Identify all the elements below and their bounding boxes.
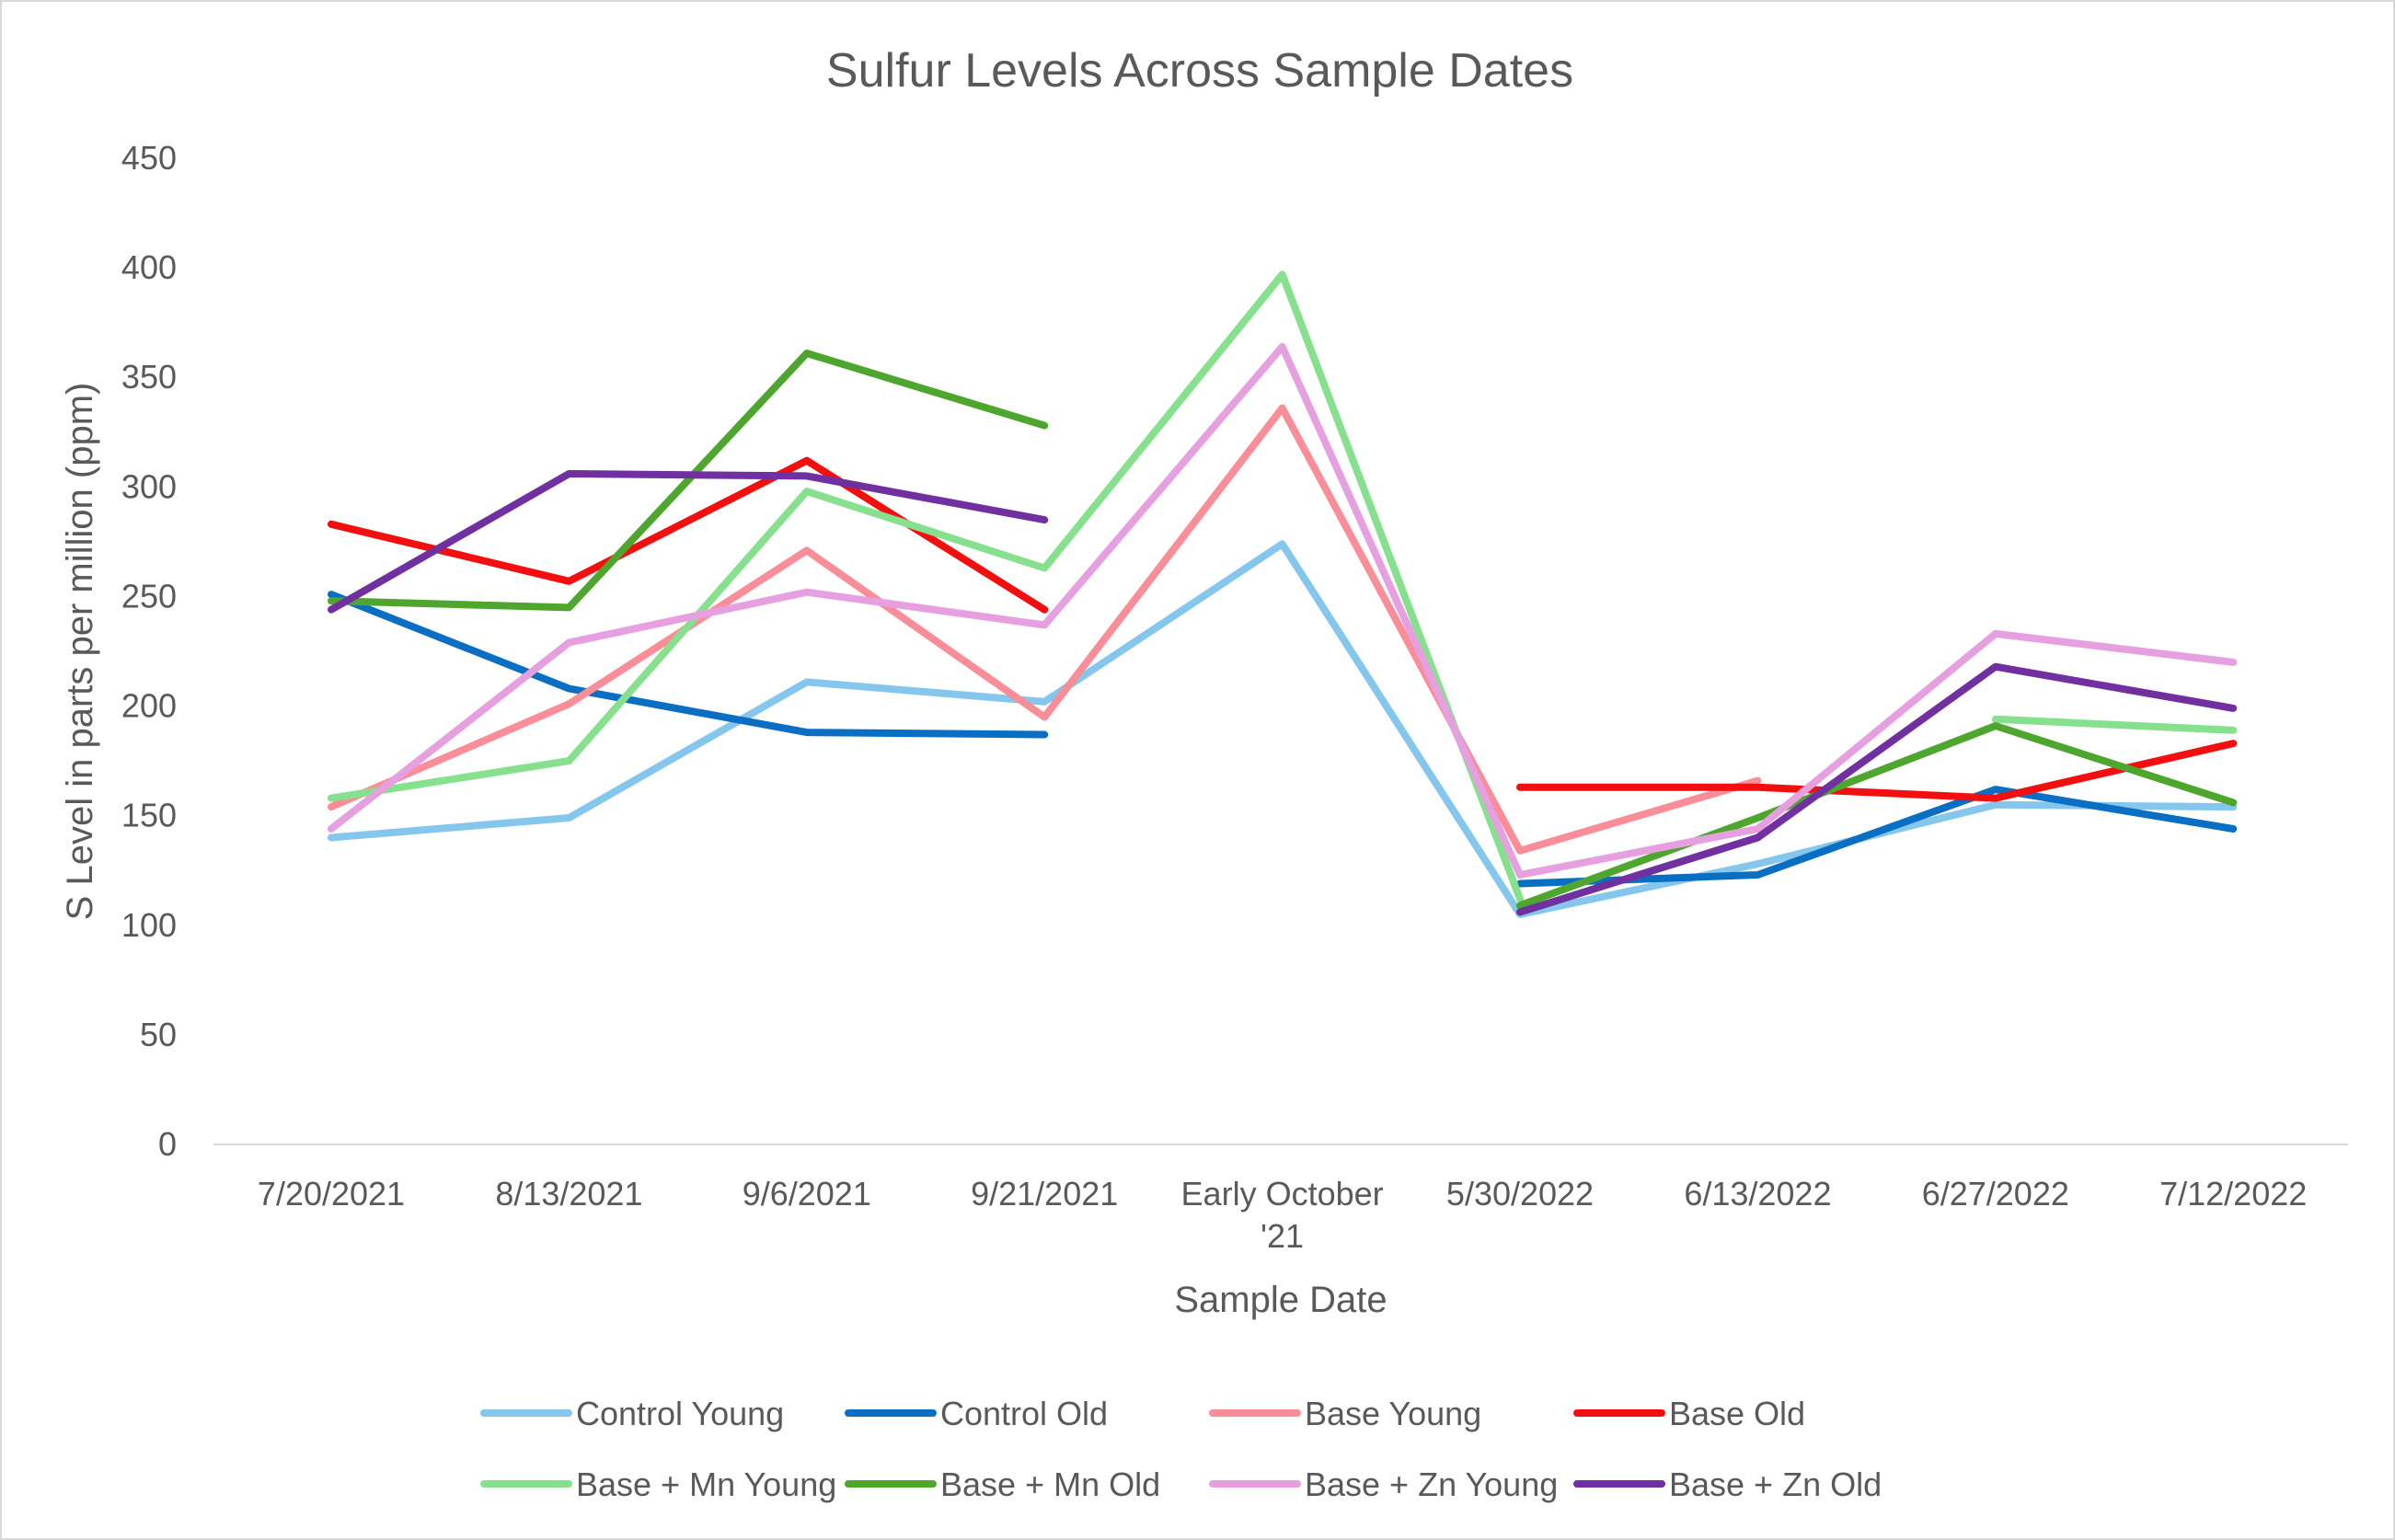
series-line-control-old [1516, 786, 2238, 888]
x-tick-label: 9/6/2021 [743, 1175, 871, 1212]
series-line-base-old [328, 456, 1049, 614]
series-line-base-mn-young [328, 270, 1524, 903]
legend-label: Control Old [940, 1395, 1108, 1432]
y-axis-ticks: 0 50 100 150 200 250 300 350 400 450 [121, 139, 177, 1163]
legend-label: Base + Mn Old [940, 1465, 1160, 1503]
y-tick-label: 200 [121, 687, 177, 725]
legend-item-control-young: Control Young [480, 1395, 784, 1432]
x-tick-label: 9/21/2021 [971, 1175, 1118, 1212]
y-axis-title: S Level in parts per million (ppm) [60, 383, 100, 921]
series-line-base-mn-old [1516, 722, 2238, 910]
series-line-base-mn-old [328, 350, 1049, 612]
y-tick-label: 400 [121, 248, 177, 286]
y-tick-label: 450 [121, 139, 177, 177]
legend-item-base-mn-old: Base + Mn Old [845, 1465, 1160, 1503]
x-tick-label: 7/20/2021 [258, 1175, 405, 1212]
x-axis-title: Sample Date [1174, 1280, 1387, 1320]
legend-label: Base Young [1305, 1395, 1481, 1432]
legend-item-control-old: Control Old [845, 1395, 1108, 1432]
y-tick-label: 100 [121, 906, 177, 944]
y-tick-label: 150 [121, 797, 177, 834]
legend-label: Base Old [1669, 1395, 1805, 1432]
legend-item-base-zn-old: Base + Zn Old [1573, 1465, 1882, 1503]
chart-title: Sulfur Levels Across Sample Dates [826, 44, 1573, 98]
legend-label: Control Young [576, 1395, 784, 1432]
x-tick-label: 7/12/2022 [2159, 1175, 2307, 1212]
series-line-base-young [328, 404, 1762, 855]
y-tick-label: 300 [121, 467, 177, 505]
series-line-control-old [328, 591, 1049, 739]
legend-item-base-zn-young: Base + Zn Young [1209, 1465, 1558, 1503]
y-tick-label: 50 [140, 1016, 177, 1053]
y-tick-label: 250 [121, 577, 177, 615]
legend-label: Base + Zn Young [1305, 1465, 1558, 1503]
x-tick-label: 6/27/2022 [1922, 1175, 2069, 1212]
legend: Control Young Control Old Base Young Base O… [480, 1395, 1882, 1503]
x-tick-label: 5/30/2022 [1446, 1175, 1594, 1212]
x-axis-ticks: 7/20/2021 8/13/2021 9/6/2021 9/21/2021 Early… [258, 1175, 2307, 1255]
series-lines [328, 270, 2238, 918]
series-line-control-young [328, 540, 2238, 918]
series-line-base-zn-young [328, 342, 2238, 879]
y-tick-label: 0 [158, 1125, 177, 1163]
series-line-base-mn-young [1991, 715, 2238, 734]
x-tick-label: Early October '21 [1181, 1175, 1384, 1255]
x-tick-label: 8/13/2021 [495, 1175, 642, 1212]
y-tick-label: 350 [121, 358, 177, 396]
legend-item-base-mn-young: Base + Mn Young [480, 1465, 836, 1503]
legend-item-base-young: Base Young [1209, 1395, 1481, 1432]
legend-label: Base + Zn Old [1669, 1465, 1882, 1503]
series-line-base-zn-old [1516, 662, 2238, 916]
legend-item-base-old: Base Old [1573, 1395, 1805, 1432]
series-line-base-zn-old [328, 470, 1049, 614]
series-line-base-old [1516, 740, 2238, 802]
legend-label: Base + Mn Young [576, 1465, 836, 1503]
x-tick-label: 6/13/2022 [1684, 1175, 1831, 1212]
